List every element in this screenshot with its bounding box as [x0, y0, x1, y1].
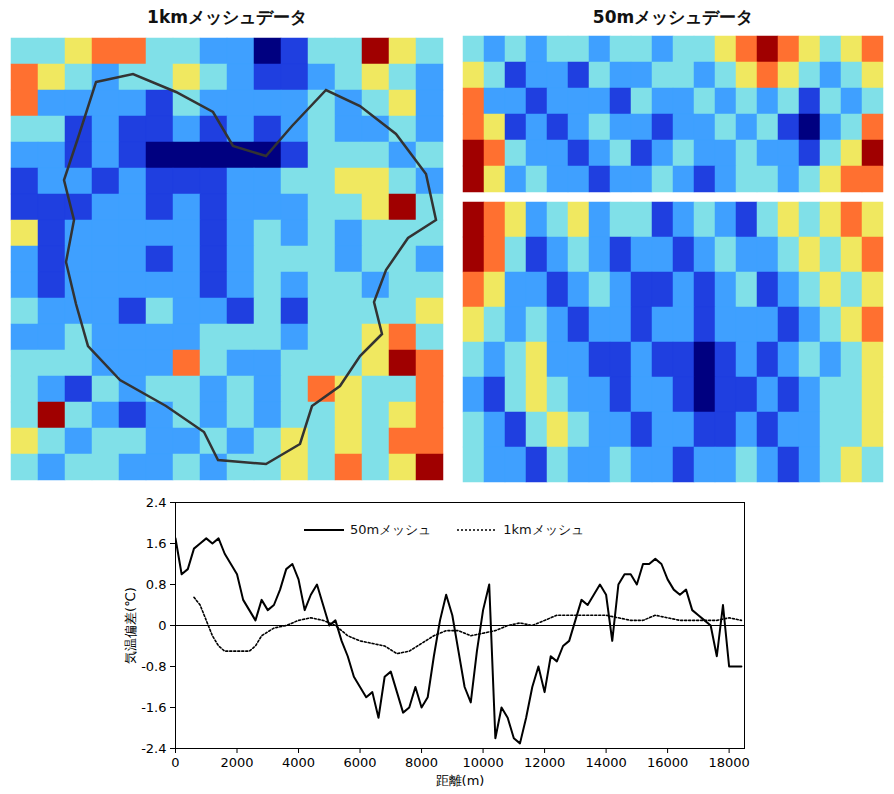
svg-text:10000: 10000: [462, 755, 503, 770]
html-text:50mメッシュ: 50mメッシュ: [350, 522, 432, 537]
svg-text:6000: 6000: [343, 755, 376, 770]
svg-text:2.4: 2.4: [146, 495, 167, 510]
svg-text:0.8: 0.8: [146, 577, 167, 592]
svg-text:16000: 16000: [647, 755, 688, 770]
html-text:1kmメッシュデータ: 1kmメッシュデータ: [147, 7, 307, 27]
svg-text:-2.4: -2.4: [141, 741, 166, 756]
html-text:1kmメッシュ: 1kmメッシュ: [503, 522, 584, 537]
svg-text:-0.8: -0.8: [141, 659, 166, 674]
svg-text:8000: 8000: [405, 755, 438, 770]
svg-text:0: 0: [158, 618, 166, 633]
svg-text:12000: 12000: [524, 755, 565, 770]
svg-text:気温偏差(℃): 気温偏差(℃): [123, 587, 138, 664]
svg-text:18000: 18000: [708, 755, 749, 770]
svg-text:2000: 2000: [220, 755, 253, 770]
html-text:50mメッシュデータ: 50mメッシュデータ: [592, 7, 754, 27]
svg-text:0: 0: [171, 755, 179, 770]
svg-text:-1.6: -1.6: [141, 700, 166, 715]
svg-text:1.6: 1.6: [146, 536, 167, 551]
svg-text:14000: 14000: [585, 755, 626, 770]
svg-text:4000: 4000: [282, 755, 315, 770]
svg-text:距離(m): 距離(m): [436, 773, 485, 788]
